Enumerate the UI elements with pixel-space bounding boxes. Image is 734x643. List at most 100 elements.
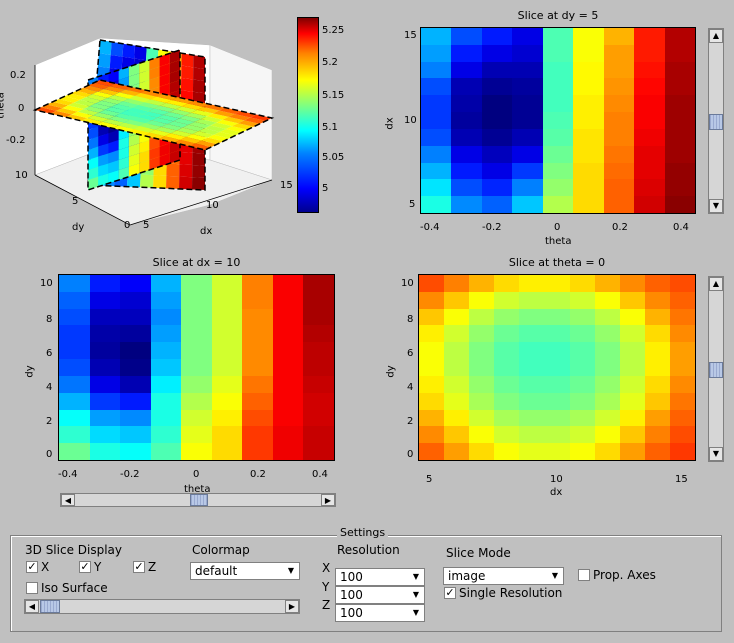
heatmap-cell bbox=[644, 359, 670, 376]
dx-slider-up-button[interactable]: ▲ bbox=[709, 277, 723, 291]
plot-dx-xtick-3: 0.2 bbox=[250, 469, 266, 480]
slice-cell bbox=[173, 118, 195, 125]
dx-slider[interactable]: ▲ ▼ bbox=[708, 276, 724, 462]
heatmap-cell bbox=[544, 392, 570, 410]
slice-cell bbox=[189, 143, 212, 150]
slice-cell bbox=[166, 175, 180, 189]
dx-slider-down-button[interactable]: ▼ bbox=[709, 447, 723, 461]
plot-theta-xlabel: dx bbox=[550, 487, 563, 498]
dy-slider-down-button[interactable]: ▼ bbox=[709, 199, 723, 213]
slice-cell bbox=[213, 131, 236, 139]
theta-slider-right-button[interactable]: ▶ bbox=[321, 494, 335, 506]
heatmap-cell bbox=[544, 342, 570, 360]
heatmap-cell bbox=[544, 426, 570, 444]
plot-theta-slice[interactable] bbox=[418, 274, 696, 461]
heatmap-cell bbox=[619, 291, 645, 309]
slice-cell bbox=[76, 88, 98, 95]
chevron-down-icon: ▼ bbox=[412, 572, 420, 581]
plot-dx-title: Slice at dx = 10 bbox=[152, 256, 241, 269]
theta-slider[interactable]: ◀ ▶ bbox=[60, 493, 336, 507]
heatmap-cell bbox=[603, 61, 635, 79]
heatmap-cell bbox=[59, 426, 90, 444]
z-checkbox[interactable]: ✓ bbox=[133, 560, 145, 573]
heatmap-cell bbox=[303, 291, 334, 309]
slice-cell bbox=[188, 121, 211, 129]
heatmap-cell bbox=[494, 375, 520, 393]
x-checkbox-label: X bbox=[41, 560, 50, 574]
heatmap-cell bbox=[272, 426, 304, 444]
theta-slider-thumb[interactable] bbox=[190, 494, 208, 506]
slice-cell bbox=[179, 151, 193, 166]
slice-cell bbox=[159, 153, 170, 167]
plot-dy-ytick-0: 15 bbox=[404, 30, 417, 41]
slice-cell bbox=[181, 65, 194, 80]
slice-cell bbox=[169, 150, 180, 164]
heatmap-cell bbox=[634, 145, 665, 163]
res-x-select[interactable]: 100 ▼ bbox=[335, 568, 425, 586]
heatmap-cell bbox=[544, 291, 570, 309]
iso-surface-checkbox[interactable] bbox=[26, 582, 38, 594]
slice-cell bbox=[35, 107, 57, 114]
slice-cell bbox=[82, 85, 104, 92]
res-y-select[interactable]: 100 ▼ bbox=[335, 586, 425, 604]
x-checkbox[interactable]: ✓ bbox=[26, 560, 38, 573]
heatmap-cell bbox=[89, 375, 121, 393]
heatmap-cell bbox=[664, 112, 695, 129]
plot-dx-ytick-0: 10 bbox=[40, 278, 53, 289]
heatmap-cell bbox=[644, 375, 670, 393]
heatmap-cell bbox=[451, 95, 482, 113]
slice-cell bbox=[97, 88, 120, 96]
slice-cell bbox=[192, 177, 205, 190]
heatmap-cell bbox=[619, 443, 645, 460]
heatmap-cell bbox=[494, 409, 520, 427]
slice-display-label: 3D Slice Display bbox=[25, 543, 123, 557]
dy-slider-up-button[interactable]: ▲ bbox=[709, 29, 723, 43]
slice-3d-view[interactable]: 0.2 0 -0.2 theta 10 5 0 dy 5 10 15 dx bbox=[0, 0, 295, 245]
slice-cell bbox=[58, 96, 81, 103]
heatmap-cell bbox=[211, 325, 243, 343]
iso-slider[interactable]: ◀ ▶ bbox=[24, 599, 300, 614]
heatmap-cell bbox=[181, 392, 212, 410]
slice-cell bbox=[120, 110, 143, 117]
heatmap-cell bbox=[481, 162, 513, 180]
slice-cell bbox=[143, 132, 165, 140]
single-resolution-checkbox[interactable]: ✓ bbox=[444, 586, 456, 599]
slice-3d-svg bbox=[32, 37, 275, 226]
slice-cell bbox=[180, 77, 194, 92]
dy-slider-thumb[interactable] bbox=[709, 114, 723, 130]
plot-dy-slice[interactable] bbox=[420, 27, 696, 214]
dy-slider[interactable]: ▲ ▼ bbox=[708, 28, 724, 214]
single-resolution-label: Single Resolution bbox=[459, 586, 563, 600]
slice-cell bbox=[102, 118, 125, 126]
heatmap-cell bbox=[211, 291, 243, 309]
plot-dx-slice[interactable] bbox=[58, 274, 335, 461]
heatmap-cell bbox=[303, 275, 334, 292]
heatmap-cell bbox=[469, 308, 495, 326]
heatmap-cell bbox=[669, 426, 695, 444]
heatmap-cell bbox=[644, 291, 670, 309]
slice-cell bbox=[155, 126, 177, 134]
prop-axes-checkbox[interactable] bbox=[578, 569, 590, 581]
theta-slider-left-button[interactable]: ◀ bbox=[61, 494, 75, 506]
heatmap-cell bbox=[573, 145, 604, 163]
iso-slider-left-button[interactable]: ◀ bbox=[25, 600, 39, 613]
res-z-select[interactable]: 100 ▼ bbox=[335, 604, 425, 622]
y-checkbox[interactable]: ✓ bbox=[79, 560, 91, 573]
heatmap-cell bbox=[669, 409, 695, 427]
slice-cell bbox=[88, 166, 99, 180]
heatmap-cell bbox=[89, 291, 121, 309]
dx-slider-thumb[interactable] bbox=[709, 362, 723, 378]
slice-mode-select[interactable]: image ▼ bbox=[443, 567, 564, 585]
heatmap-cell bbox=[634, 162, 665, 180]
heatmap-cell bbox=[89, 409, 121, 427]
colormap-select[interactable]: default ▼ bbox=[190, 562, 300, 580]
slice-cell bbox=[88, 156, 99, 170]
slice-cell bbox=[140, 174, 154, 188]
iso-slider-thumb[interactable] bbox=[40, 600, 60, 613]
heatmap-cell bbox=[634, 61, 665, 79]
heatmap-cell bbox=[150, 426, 182, 444]
chevron-down-icon: ▼ bbox=[412, 590, 420, 599]
slice-cell bbox=[139, 60, 150, 74]
iso-slider-right-button[interactable]: ▶ bbox=[285, 600, 299, 613]
heatmap-cell bbox=[120, 409, 151, 427]
